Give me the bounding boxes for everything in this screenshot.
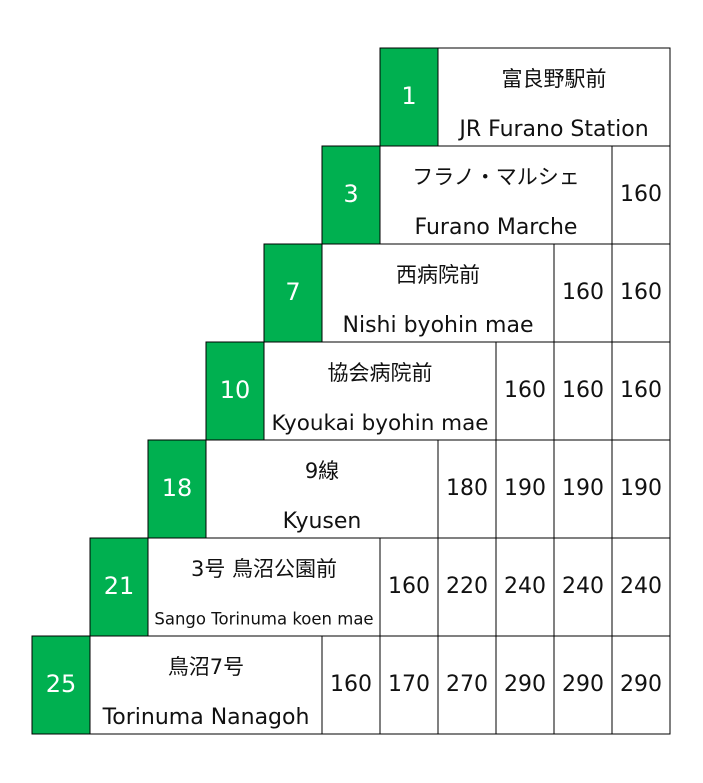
fare: 270 bbox=[446, 672, 488, 697]
fare: 190 bbox=[504, 476, 546, 501]
stop-name-ja: フラノ・マルシェ bbox=[412, 165, 580, 189]
fare-cell bbox=[553, 341, 613, 441]
stop-name-cell bbox=[205, 439, 439, 539]
fare-cell bbox=[495, 439, 555, 539]
stop-number: 1 bbox=[401, 82, 416, 110]
fare: 190 bbox=[620, 476, 662, 501]
fare: 160 bbox=[620, 182, 662, 207]
stop-number-cell bbox=[205, 341, 265, 441]
stop-number: 18 bbox=[162, 474, 193, 502]
stop-name-cell bbox=[89, 635, 323, 735]
stop-name-cell bbox=[379, 145, 613, 245]
fare: 160 bbox=[562, 280, 604, 305]
stop-number: 7 bbox=[285, 278, 300, 306]
fare-cell bbox=[611, 439, 671, 539]
stop-name-ja: 9線 bbox=[305, 459, 339, 483]
fare-cell bbox=[437, 439, 497, 539]
stop-name-en: Furano Marche bbox=[415, 215, 578, 240]
stop-number-cell bbox=[31, 635, 91, 735]
fare: 160 bbox=[562, 378, 604, 403]
fare: 190 bbox=[562, 476, 604, 501]
fare: 160 bbox=[620, 378, 662, 403]
fare: 160 bbox=[620, 280, 662, 305]
fare-cell bbox=[495, 341, 555, 441]
stop-name-en: Sango Torinuma koen mae bbox=[154, 610, 373, 629]
stop-name-ja: 協会病院前 bbox=[328, 361, 433, 385]
fare-cell bbox=[611, 537, 671, 637]
fare: 240 bbox=[562, 574, 604, 599]
fare-cell bbox=[611, 341, 671, 441]
fare: 240 bbox=[620, 574, 662, 599]
fare: 160 bbox=[504, 378, 546, 403]
stop-number: 10 bbox=[220, 376, 251, 404]
fare: 160 bbox=[330, 672, 372, 697]
fare-cell bbox=[611, 635, 671, 735]
fare-cell bbox=[379, 635, 439, 735]
stop-number: 21 bbox=[104, 572, 135, 600]
stop-number-cell bbox=[379, 47, 439, 147]
stop-name-cell bbox=[437, 47, 671, 147]
fare: 290 bbox=[562, 672, 604, 697]
stop-name-en: JR Furano Station bbox=[457, 117, 648, 142]
fare: 240 bbox=[504, 574, 546, 599]
stop-number-cell bbox=[89, 537, 149, 637]
stop-number-cell bbox=[321, 145, 381, 245]
fare: 290 bbox=[620, 672, 662, 697]
fare-cell bbox=[379, 537, 439, 637]
fare-cell bbox=[553, 635, 613, 735]
fare: 180 bbox=[446, 476, 488, 501]
fare-cell bbox=[611, 145, 671, 245]
stop-name-en: Kyoukai byohin mae bbox=[271, 411, 488, 436]
fare-cell bbox=[553, 439, 613, 539]
fare: 170 bbox=[388, 672, 430, 697]
fare-cell bbox=[553, 243, 613, 343]
stop-name-ja: 鳥沼7号 bbox=[168, 655, 244, 679]
stop-name-en: Nishi byohin mae bbox=[343, 313, 534, 338]
stop-number-cell bbox=[263, 243, 323, 343]
fare: 290 bbox=[504, 672, 546, 697]
stop-number: 25 bbox=[46, 670, 77, 698]
fare: 220 bbox=[446, 574, 488, 599]
stop-name-cell bbox=[147, 537, 381, 637]
stop-name-ja: 富良野駅前 bbox=[502, 67, 607, 91]
stop-name-ja: 西病院前 bbox=[396, 263, 480, 287]
stop-number: 3 bbox=[343, 180, 358, 208]
stop-name-ja: 3号 鳥沼公園前 bbox=[191, 557, 337, 581]
stop-name-en: Kyusen bbox=[283, 509, 362, 534]
stop-name-en: Torinuma Nanagoh bbox=[102, 705, 310, 730]
fare-cell bbox=[495, 537, 555, 637]
fare: 160 bbox=[388, 574, 430, 599]
